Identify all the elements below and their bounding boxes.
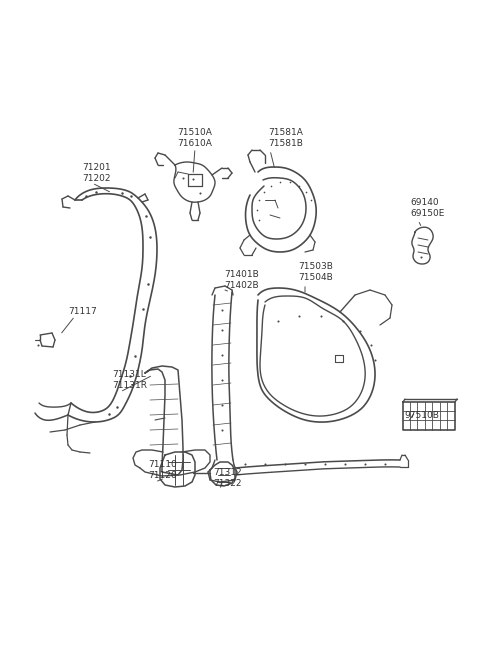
Text: 71503B
71504B: 71503B 71504B (298, 262, 333, 282)
Text: 71510A
71610A: 71510A 71610A (178, 128, 213, 148)
Text: 71201
71202: 71201 71202 (82, 163, 110, 183)
Text: 69140
69150E: 69140 69150E (410, 198, 444, 218)
Text: 71312
71322: 71312 71322 (213, 468, 241, 488)
Text: 97510B: 97510B (404, 411, 439, 420)
Text: 71401B
71402B: 71401B 71402B (224, 270, 259, 290)
Text: 71131L
71131R: 71131L 71131R (112, 370, 147, 390)
Text: 71581A
71581B: 71581A 71581B (268, 128, 303, 148)
Text: 71117: 71117 (68, 307, 97, 316)
Text: 71110
71120: 71110 71120 (148, 460, 177, 480)
